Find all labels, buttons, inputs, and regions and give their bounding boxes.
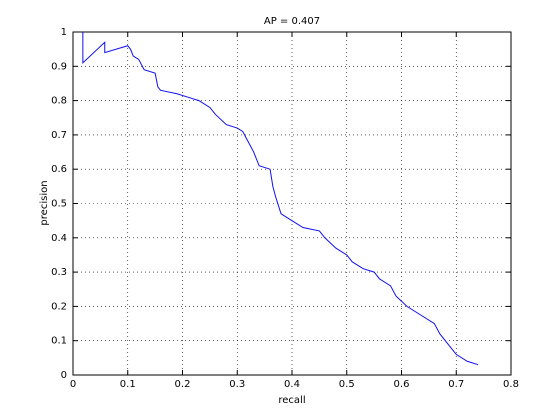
x-tick-label: 0.5	[339, 379, 355, 390]
x-tick-label: 0.4	[284, 379, 300, 390]
y-tick-label: 0.7	[51, 130, 67, 141]
y-tick-label: 0.1	[51, 336, 67, 347]
x-axis-label: recall	[278, 395, 305, 406]
x-tick-label: 0.1	[120, 379, 136, 390]
y-tick-label: 0.2	[51, 301, 67, 312]
x-tick-label: 0.2	[175, 379, 191, 390]
plot-frame	[72, 31, 512, 376]
x-tick-label: 0.3	[229, 379, 245, 390]
y-tick-label: 0.8	[51, 96, 67, 107]
y-tick-label: 0.9	[51, 61, 67, 72]
y-tick-label: 0.5	[51, 199, 67, 210]
x-tick-label: 0	[70, 379, 76, 390]
x-tick-label: 0.7	[448, 379, 464, 390]
y-tick-label: 1	[61, 27, 67, 38]
y-tick-label: 0.3	[51, 267, 67, 278]
pr-curve	[82, 32, 479, 366]
y-axis-label: precision	[39, 180, 50, 225]
chart-title: AP = 0.407	[264, 16, 320, 27]
y-tick-label: 0	[61, 370, 67, 381]
y-tick-label: 0.4	[51, 233, 67, 244]
x-tick-label: 0.6	[394, 379, 410, 390]
y-tick-label: 0.6	[51, 164, 67, 175]
x-tick-label: 0.8	[503, 379, 519, 390]
